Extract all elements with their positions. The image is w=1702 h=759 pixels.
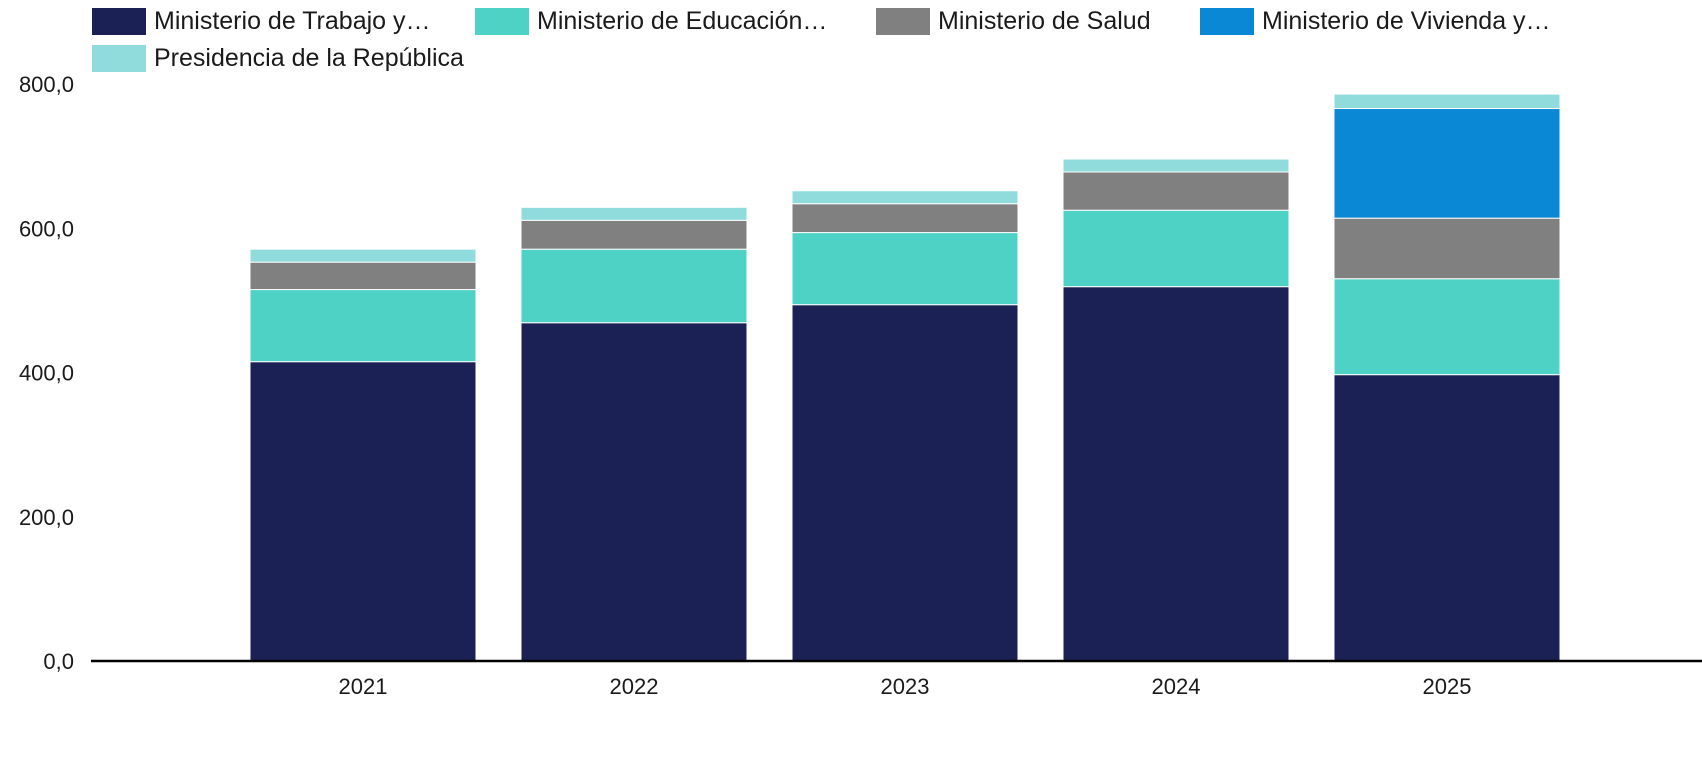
bar-segment-2021-2[interactable]	[249, 261, 477, 291]
bar-segment-2022-1[interactable]	[520, 248, 748, 324]
bar-segment-2025-1[interactable]	[1333, 278, 1561, 376]
legend-item-vivienda[interactable]: Ministerio de Vivienda y…	[1200, 3, 1551, 39]
bar-segment-2022-0[interactable]	[520, 322, 748, 662]
legend-swatch-trabajo	[92, 7, 146, 35]
bar-segment-2025-0[interactable]	[1333, 374, 1561, 662]
y-tick-label: 800,0	[19, 72, 74, 97]
legend: Ministerio de Trabajo y… Ministerio de E…	[0, 0, 1702, 80]
legend-label-trabajo: Ministerio de Trabajo y…	[154, 6, 431, 35]
x-tick-label-2021: 2021	[339, 674, 388, 699]
bar-segment-2023-0[interactable]	[791, 304, 1019, 662]
bar-segment-2021-0[interactable]	[249, 361, 477, 662]
bar-segment-2023-1[interactable]	[791, 232, 1019, 306]
y-tick-label: 200,0	[19, 505, 74, 530]
legend-swatch-educacion	[475, 7, 529, 35]
bars-group	[249, 93, 1561, 662]
x-tick-label-2023: 2023	[881, 674, 930, 699]
legend-label-vivienda: Ministerio de Vivienda y…	[1262, 6, 1551, 35]
x-tick-label-2022: 2022	[610, 674, 659, 699]
bar-segment-2024-0[interactable]	[1062, 286, 1290, 662]
bar-segment-2022-2[interactable]	[520, 219, 748, 250]
bar-segment-2021-4[interactable]	[249, 248, 477, 263]
bar-segment-2023-2[interactable]	[791, 203, 1019, 234]
legend-swatch-salud	[876, 7, 930, 35]
legend-swatch-vivienda	[1200, 7, 1254, 35]
bar-segment-2022-4[interactable]	[520, 206, 748, 221]
bar-segment-2023-4[interactable]	[791, 190, 1019, 205]
x-axis: 2021 2022 2023 2024 2025	[339, 674, 1472, 699]
bar-segment-2025-2[interactable]	[1333, 217, 1561, 280]
bar-segment-2025-4[interactable]	[1333, 93, 1561, 110]
y-tick-label: 600,0	[19, 216, 74, 241]
bar-segment-2025-3[interactable]	[1333, 108, 1561, 219]
y-tick-label: 0,0	[43, 649, 74, 674]
legend-swatch-presidencia	[92, 44, 146, 72]
legend-item-educacion[interactable]: Ministerio de Educación…	[475, 3, 827, 39]
y-axis: 0,0 200,0 400,0 600,0 800,0	[19, 72, 74, 674]
y-tick-label: 400,0	[19, 361, 74, 386]
bar-segment-2024-1[interactable]	[1062, 209, 1290, 288]
legend-item-presidencia[interactable]: Presidencia de la República	[92, 40, 464, 76]
x-tick-label-2024: 2024	[1152, 674, 1201, 699]
bar-segment-2024-2[interactable]	[1062, 171, 1290, 211]
bar-segment-2021-1[interactable]	[249, 289, 477, 363]
legend-label-educacion: Ministerio de Educación…	[537, 6, 828, 35]
legend-item-trabajo[interactable]: Ministerio de Trabajo y…	[92, 3, 431, 39]
legend-item-salud[interactable]: Ministerio de Salud	[876, 3, 1151, 39]
x-tick-label-2025: 2025	[1423, 674, 1472, 699]
bar-segment-2024-4[interactable]	[1062, 158, 1290, 173]
legend-label-salud: Ministerio de Salud	[938, 6, 1151, 35]
legend-label-presidencia: Presidencia de la República	[154, 43, 464, 72]
